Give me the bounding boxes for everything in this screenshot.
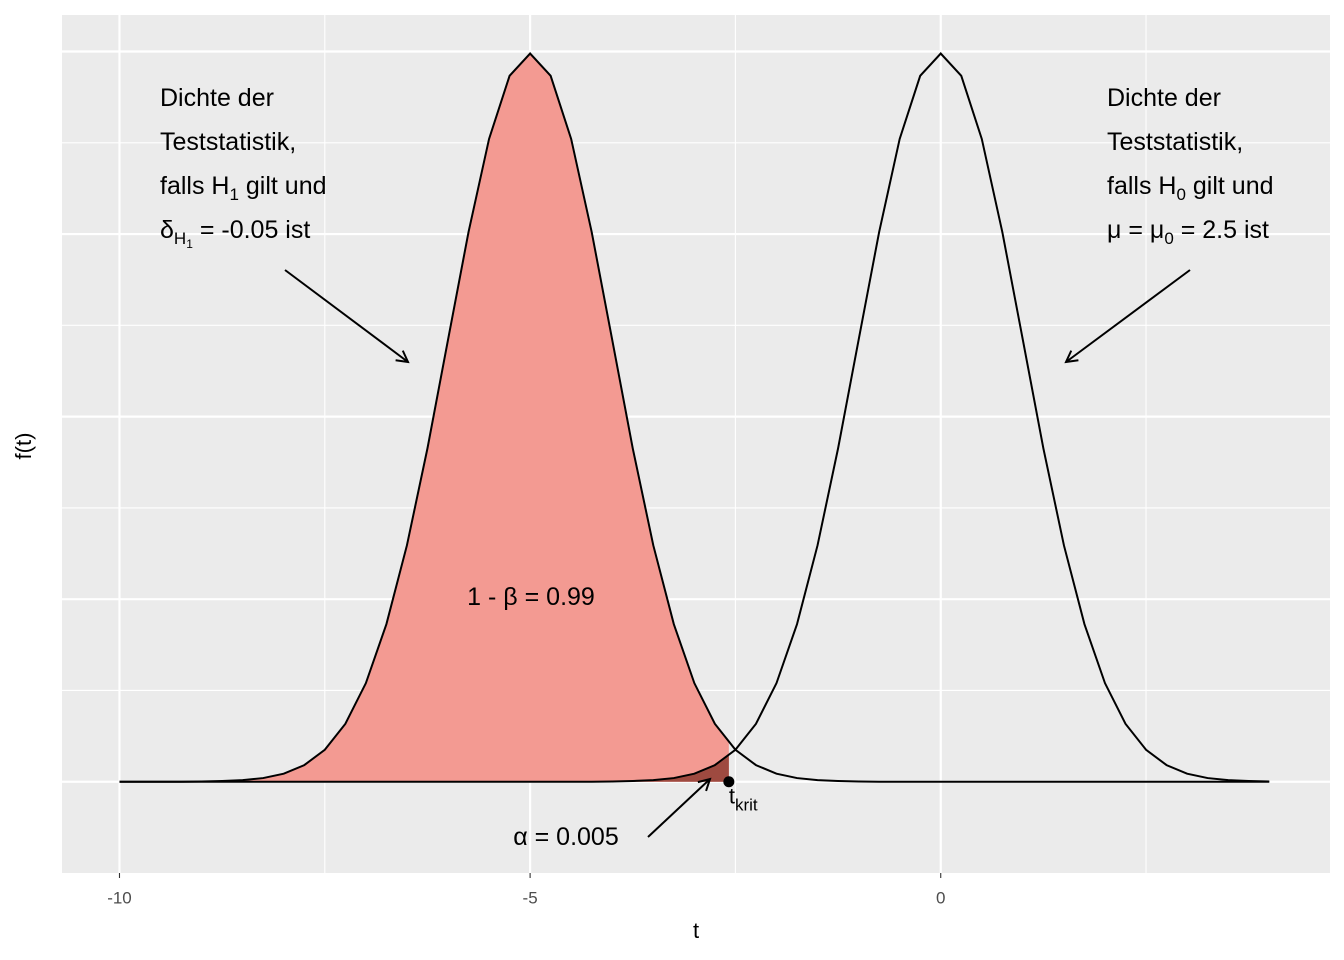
text-part: δ — [160, 216, 174, 244]
text-part: 0 — [1164, 229, 1173, 248]
annotation: α = 0.005 — [513, 823, 619, 851]
text-part: μ = μ — [1107, 216, 1164, 244]
text-part: 1 - β = 0.99 — [467, 583, 595, 611]
text-part: H — [174, 229, 186, 248]
text-part: krit — [735, 796, 758, 815]
y-axis-label: f(t) — [11, 433, 36, 460]
annotation: Dichte der — [160, 84, 274, 112]
annotation: Teststatistik, — [160, 128, 296, 156]
text-part: Teststatistik, — [160, 128, 296, 156]
arrow — [647, 779, 710, 838]
text-part: falls H — [160, 172, 229, 200]
annotation: δH1 = -0.05 ist — [160, 216, 310, 252]
t-krit-point — [723, 776, 735, 788]
text-part: Teststatistik, — [1107, 128, 1243, 156]
annotation: Teststatistik, — [1107, 128, 1243, 156]
text-part: t — [729, 784, 735, 809]
arrow — [284, 269, 408, 362]
text-part: gilt und — [239, 172, 327, 200]
annotation: 1 - β = 0.99 — [467, 583, 595, 611]
x-tick-label: -5 — [523, 888, 538, 907]
annotation: μ = μ0 = 2.5 ist — [1107, 216, 1269, 249]
t-krit-label: tkrit — [729, 784, 758, 816]
text-part: = 2.5 ist — [1174, 216, 1269, 244]
text-part: Dichte der — [1107, 84, 1221, 112]
x-axis-label: t — [693, 918, 699, 943]
area — [119, 53, 729, 782]
density-line — [119, 52, 1270, 783]
text-part: Dichte der — [160, 84, 274, 112]
annotation: falls H0 gilt und — [1107, 172, 1274, 205]
annotation: falls H1 gilt und — [160, 172, 327, 205]
text-part: falls H — [1107, 172, 1176, 200]
text-part: gilt und — [1186, 172, 1274, 200]
annotation: Dichte der — [1107, 84, 1221, 112]
x-tick-label: -10 — [107, 888, 132, 907]
x-tick-label: 0 — [936, 888, 945, 907]
text-part: α = 0.005 — [513, 823, 619, 851]
text-part: 0 — [1176, 185, 1185, 204]
density-line — [119, 52, 1270, 783]
text-part: 1 — [186, 237, 193, 251]
arrow — [1066, 269, 1191, 362]
text-part: 1 — [229, 185, 238, 204]
text-part: = -0.05 ist — [193, 216, 310, 244]
